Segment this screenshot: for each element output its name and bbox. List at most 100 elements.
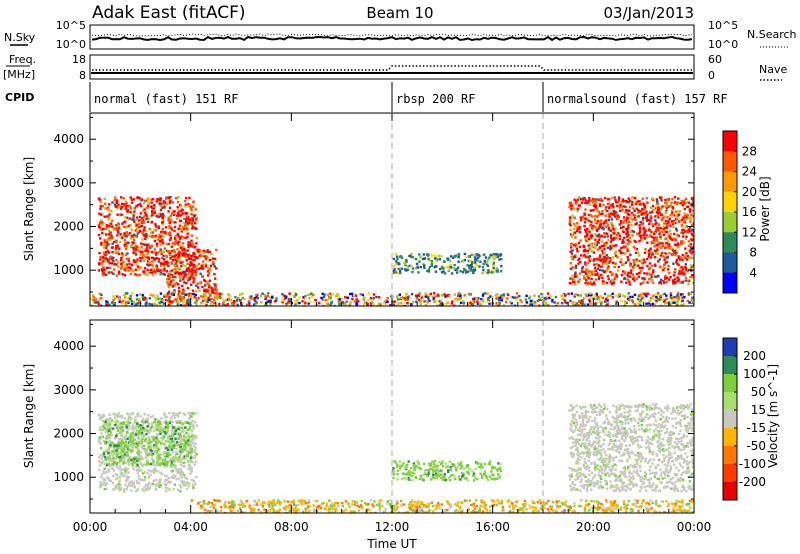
heatmap-cell xyxy=(595,263,599,266)
heatmap-cell xyxy=(657,228,660,232)
heatmap-cell xyxy=(626,273,629,277)
heatmap-cell xyxy=(692,281,694,285)
heatmap-cell xyxy=(123,274,126,277)
heatmap-cell xyxy=(175,298,178,301)
heatmap-cell xyxy=(482,292,485,296)
heatmap-cell xyxy=(150,483,153,486)
heatmap-cell xyxy=(192,424,195,427)
heatmap-cell xyxy=(609,229,612,232)
heatmap-cell xyxy=(329,294,333,298)
heatmap-cell xyxy=(154,451,157,454)
heatmap-cell xyxy=(304,301,307,304)
heatmap-cell xyxy=(552,509,555,512)
heatmap-cell xyxy=(120,256,123,260)
heatmap-cell xyxy=(193,267,196,271)
heatmap-cell xyxy=(153,444,156,447)
heatmap-cell xyxy=(638,234,641,237)
heatmap-cell xyxy=(109,434,112,437)
heatmap-cell xyxy=(651,210,654,214)
heatmap-cell xyxy=(609,260,612,263)
heatmap-cell xyxy=(211,289,214,292)
heatmap-cell xyxy=(402,261,406,264)
heatmap-cell xyxy=(639,295,643,298)
heatmap-cell xyxy=(107,215,110,218)
heatmap-cell xyxy=(345,300,348,303)
heatmap-cell xyxy=(597,238,601,241)
heatmap-cell xyxy=(138,458,141,461)
heatmap-cell xyxy=(152,469,155,472)
heatmap-cell xyxy=(576,227,579,231)
heatmap-cell xyxy=(101,273,105,277)
heatmap-cell xyxy=(618,234,622,238)
heatmap-cell xyxy=(399,271,402,275)
heatmap-cell xyxy=(139,212,143,215)
heatmap-cell xyxy=(629,230,633,234)
heatmap-cell xyxy=(99,304,103,306)
heatmap-cell xyxy=(616,214,619,217)
heatmap-cell xyxy=(611,224,615,228)
heatmap-cell xyxy=(612,228,615,231)
heatmap-cell xyxy=(106,476,109,479)
heatmap-cell xyxy=(622,205,625,208)
heatmap-cell xyxy=(165,203,169,206)
heatmap-cell xyxy=(168,233,171,236)
heatmap-cell xyxy=(155,304,158,306)
heatmap-cell xyxy=(182,439,186,442)
heatmap-cell xyxy=(139,266,142,269)
heatmap-cell xyxy=(434,295,437,298)
heatmap-cell xyxy=(651,224,655,228)
heatmap-cell xyxy=(117,411,121,415)
heatmap-cell xyxy=(178,214,181,217)
heatmap-cell xyxy=(172,220,175,224)
heatmap-cell xyxy=(594,202,598,205)
heatmap-cell xyxy=(181,292,184,295)
heatmap-cell xyxy=(210,297,213,301)
heatmap-cell xyxy=(112,469,116,472)
heatmap-cell xyxy=(171,258,175,262)
heatmap-cell xyxy=(637,264,640,267)
heatmap-cell xyxy=(166,280,170,283)
heatmap-cell xyxy=(593,218,597,221)
heatmap-cell xyxy=(610,223,614,226)
heatmap-cell xyxy=(655,244,658,247)
heatmap-cell xyxy=(179,460,182,464)
heatmap-cell xyxy=(160,269,163,272)
heatmap-cell xyxy=(132,481,135,484)
heatmap-cell xyxy=(173,474,176,477)
heatmap-cell xyxy=(630,269,633,272)
heatmap-cell xyxy=(171,430,174,433)
heatmap-cell xyxy=(179,455,182,459)
heatmap-cell xyxy=(676,262,679,265)
heatmap-cell xyxy=(181,270,184,273)
heatmap-cell xyxy=(597,221,601,225)
heatmap-cell xyxy=(209,264,213,267)
heatmap-cell xyxy=(224,304,227,306)
heatmap-cell xyxy=(102,428,105,431)
heatmap-cell xyxy=(178,440,181,443)
heatmap-cell xyxy=(589,236,593,240)
heatmap-cell xyxy=(105,300,108,303)
nsky-panel: N.Sky 10^5 10^0 10^5 10^0 N.Search xyxy=(4,19,797,51)
heatmap-cell xyxy=(145,450,148,453)
heatmap-cell xyxy=(177,283,180,286)
heatmap-cell xyxy=(141,238,144,241)
heatmap-cell xyxy=(474,257,477,260)
heatmap-cell xyxy=(201,275,204,278)
heatmap-cell xyxy=(185,212,189,215)
heatmap-cell xyxy=(171,273,174,277)
heatmap-cell xyxy=(135,298,139,301)
heatmap-cell xyxy=(164,419,168,423)
heatmap-cell xyxy=(121,261,124,264)
heatmap-cell xyxy=(320,296,323,300)
heatmap-cell xyxy=(197,255,200,258)
heatmap-cell xyxy=(668,217,671,220)
heatmap-cell xyxy=(166,487,169,490)
heatmap-cell xyxy=(127,300,130,303)
heatmap-cell xyxy=(180,264,183,267)
heatmap-cell xyxy=(690,213,693,216)
heatmap-cell xyxy=(168,238,172,241)
heatmap-cell xyxy=(101,455,104,458)
heatmap-cell xyxy=(287,301,290,304)
heatmap-cell xyxy=(136,414,140,418)
heatmap-cell xyxy=(109,459,112,462)
